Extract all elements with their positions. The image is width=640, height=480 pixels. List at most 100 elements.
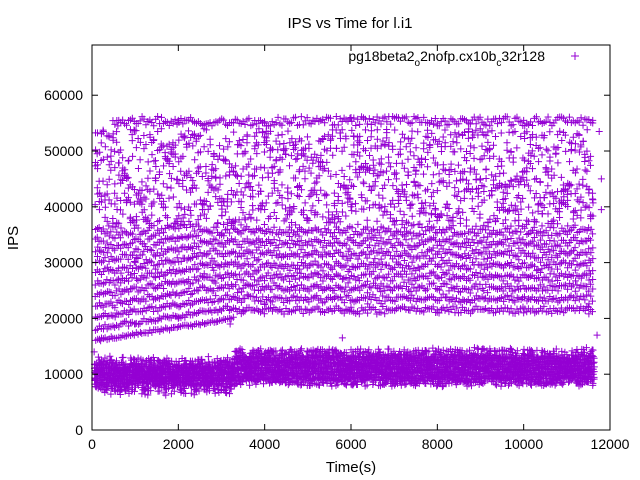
data-point (214, 219, 222, 227)
data-point (301, 175, 309, 183)
data-point (260, 148, 268, 156)
data-point (121, 240, 129, 248)
data-point (231, 270, 239, 278)
data-point (159, 180, 167, 188)
data-point (255, 255, 263, 263)
data-point (216, 174, 224, 182)
data-point (148, 211, 156, 219)
data-point (239, 136, 247, 144)
data-point (150, 157, 158, 165)
data-point (136, 156, 144, 164)
data-point (235, 137, 243, 145)
data-point (161, 303, 169, 311)
data-point (151, 252, 159, 260)
data-point (305, 144, 313, 152)
data-point (235, 119, 243, 127)
data-point (148, 280, 156, 288)
data-point (111, 180, 119, 188)
data-point (216, 142, 224, 150)
data-point (187, 211, 195, 219)
data-point (227, 186, 235, 194)
data-point (193, 266, 201, 274)
data-point (187, 291, 195, 299)
data-point (305, 164, 313, 172)
data-point (103, 386, 111, 394)
data-point (140, 247, 148, 255)
data-point (126, 319, 134, 327)
data-point (276, 120, 284, 128)
data-point (323, 191, 331, 199)
data-point (119, 353, 127, 361)
data-point (247, 155, 255, 163)
data-point (119, 310, 127, 318)
data-point (218, 275, 226, 283)
data-point (260, 220, 268, 228)
data-point (142, 182, 150, 190)
data-point (253, 293, 261, 301)
data-point (266, 248, 274, 256)
data-point (243, 116, 251, 124)
data-point (156, 217, 164, 225)
data-point (245, 171, 253, 179)
data-point (307, 306, 315, 314)
data-point (111, 120, 119, 128)
data-point (297, 113, 305, 121)
data-point (106, 352, 114, 360)
data-point (124, 184, 132, 192)
data-point (154, 283, 162, 291)
data-point (231, 115, 239, 123)
data-point (286, 119, 294, 127)
data-point (301, 167, 309, 175)
data-point (185, 217, 193, 225)
data-point (162, 391, 170, 399)
data-point (249, 121, 257, 129)
data-point (154, 190, 162, 198)
data-point (210, 358, 218, 366)
data-point (272, 199, 280, 207)
data-point (99, 311, 107, 319)
data-point (187, 173, 195, 181)
data-point (296, 166, 304, 174)
data-point (129, 152, 137, 160)
data-point (177, 167, 185, 175)
data-point (97, 139, 105, 147)
data-point (216, 180, 224, 188)
data-point (113, 357, 121, 365)
data-point (169, 193, 177, 201)
data-point (124, 157, 132, 165)
data-point (171, 115, 179, 123)
data-point (200, 143, 208, 151)
data-point (119, 154, 127, 162)
data-point (249, 206, 257, 214)
data-point (144, 391, 152, 399)
data-point (103, 239, 111, 247)
data-point (208, 317, 216, 325)
data-point (179, 120, 187, 128)
data-point (186, 207, 194, 215)
data-point (177, 204, 185, 212)
data-point (286, 162, 294, 170)
data-point (276, 294, 284, 302)
data-point (255, 181, 263, 189)
data-point (198, 355, 206, 363)
data-point (311, 293, 319, 301)
data-point (272, 157, 280, 165)
data-point (227, 198, 235, 206)
data-point (251, 132, 259, 140)
data-point (270, 293, 278, 301)
data-point (154, 217, 162, 225)
data-point (132, 357, 140, 365)
data-point (116, 391, 124, 399)
data-point (175, 357, 183, 365)
data-point (126, 116, 134, 124)
data-point (191, 156, 199, 164)
data-point (140, 132, 148, 140)
data-points-group (90, 112, 605, 399)
data-point (292, 241, 300, 249)
data-point (101, 203, 109, 211)
data-point (239, 209, 247, 217)
data-point (173, 175, 181, 183)
data-point (223, 302, 231, 310)
data-point (243, 139, 251, 147)
data-point (282, 215, 290, 223)
